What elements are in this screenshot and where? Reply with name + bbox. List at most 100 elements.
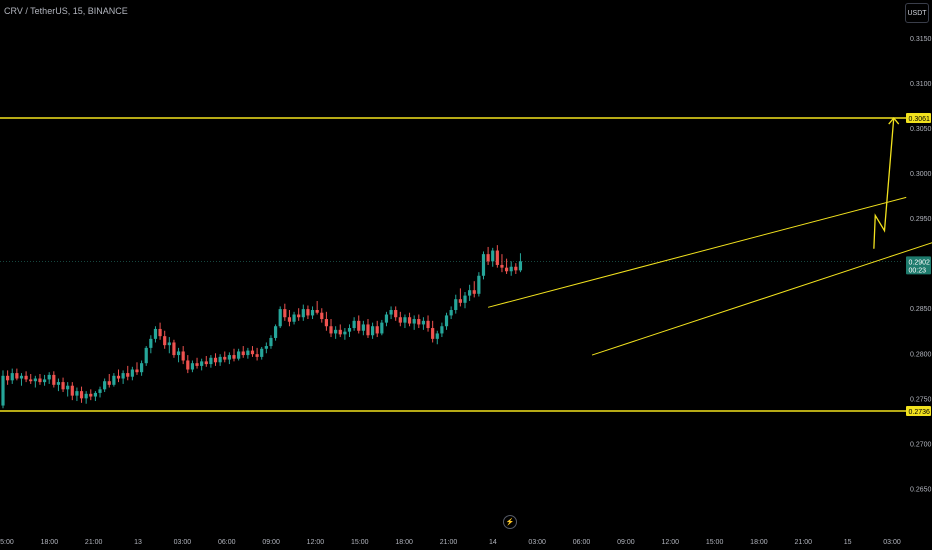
candle-body	[403, 317, 407, 323]
candle-body	[421, 320, 426, 325]
candle-body	[264, 346, 268, 349]
x-tick-label: 03:00	[883, 539, 901, 546]
currency-button[interactable]: USDT	[905, 3, 929, 23]
candle-body	[6, 375, 10, 381]
candle-body	[514, 266, 518, 271]
candle-body	[347, 328, 352, 332]
x-tick-label: 13	[134, 539, 142, 546]
x-tick-label: 14	[489, 539, 497, 546]
candle-body	[33, 378, 37, 382]
candle-body	[227, 355, 231, 360]
y-tick-label: 0.2850	[910, 306, 932, 313]
candle-body	[149, 338, 153, 348]
candle-body	[435, 333, 439, 339]
candle-body	[158, 328, 162, 337]
x-tick-label: 06:00	[218, 539, 236, 546]
candle-body	[486, 254, 490, 262]
candle-body	[42, 379, 47, 383]
candle-body	[223, 356, 227, 360]
candle-body	[84, 393, 88, 399]
candle-body	[237, 351, 241, 359]
candle-body	[89, 393, 93, 397]
candle-body	[292, 314, 296, 322]
candle-body	[500, 264, 504, 268]
candle-body	[357, 320, 361, 331]
level-price-tag	[906, 405, 931, 416]
candle-body	[241, 351, 245, 356]
candle-body	[52, 374, 56, 385]
candle-body	[70, 385, 74, 396]
y-tick-label: 0.3050	[910, 126, 932, 133]
candle-body	[468, 290, 472, 296]
candle-body	[412, 319, 416, 324]
y-tick-label: 0.2700	[910, 441, 932, 448]
candle-body	[371, 326, 375, 336]
candle-body	[398, 317, 402, 323]
candle-body	[135, 369, 139, 373]
candle-body	[431, 328, 435, 339]
candle-body	[518, 261, 523, 271]
candle-body	[287, 317, 292, 322]
candle-body	[375, 326, 379, 334]
candle-body	[454, 299, 458, 311]
candle-body	[440, 326, 444, 334]
candle-body	[306, 309, 310, 316]
x-tick-label: 21:00	[85, 539, 103, 546]
y-tick-label: 0.3150	[910, 36, 932, 43]
candle-body	[103, 381, 107, 390]
countdown-label: 00:23	[909, 267, 927, 274]
candle-body	[509, 266, 513, 272]
y-tick-label: 0.2650	[910, 486, 932, 493]
candle-body	[297, 314, 301, 318]
candle-body	[250, 350, 255, 355]
x-tick-label: 03:00	[528, 539, 546, 546]
candle-body	[273, 326, 278, 338]
level-price-label: 0.3061	[909, 116, 931, 123]
candle-body	[366, 324, 370, 336]
candle-body	[255, 354, 259, 357]
lightning-icon[interactable]: ⚡	[503, 515, 517, 529]
candle-body	[47, 374, 51, 380]
candle-body	[75, 391, 79, 396]
candle-body	[449, 310, 453, 316]
candle-body	[163, 336, 167, 346]
candle-body	[38, 378, 42, 383]
candle-body	[417, 319, 421, 325]
candle-body	[504, 267, 509, 272]
candle-body	[186, 360, 190, 370]
x-tick-label: 09:00	[262, 539, 280, 546]
candle-body	[1, 375, 5, 406]
candle-body	[218, 356, 222, 363]
y-tick-label: 0.2950	[910, 216, 932, 223]
candle-body	[121, 373, 125, 379]
x-tick-label: 21:00	[440, 539, 458, 546]
candle-body	[153, 328, 158, 339]
candle-body	[130, 369, 134, 377]
candle-body	[93, 392, 97, 397]
candle-body	[204, 361, 208, 365]
candle-body	[176, 351, 181, 356]
x-tick-label: 15:00	[706, 539, 724, 546]
candle-body	[384, 314, 389, 323]
x-tick-label: 06:00	[573, 539, 591, 546]
candle-body	[10, 373, 14, 381]
candle-body	[24, 375, 28, 380]
candle-body	[79, 391, 84, 399]
x-tick-label: 09:00	[617, 539, 635, 546]
x-tick-label: 15:00	[0, 539, 14, 546]
candle-body	[495, 250, 499, 265]
x-tick-label: 12:00	[661, 539, 679, 546]
candle-body	[209, 357, 213, 365]
candle-body	[334, 329, 338, 334]
candle-body	[29, 379, 33, 382]
candle-body	[260, 348, 264, 357]
current-price-tag	[906, 256, 931, 275]
candle-body	[246, 350, 250, 356]
trendline	[487, 196, 907, 308]
x-tick-label: 18:00	[395, 539, 413, 546]
candle-body	[477, 275, 481, 294]
candle-body	[320, 312, 324, 320]
y-tick-label: 0.2750	[910, 396, 932, 403]
x-tick-label: 03:00	[174, 539, 192, 546]
